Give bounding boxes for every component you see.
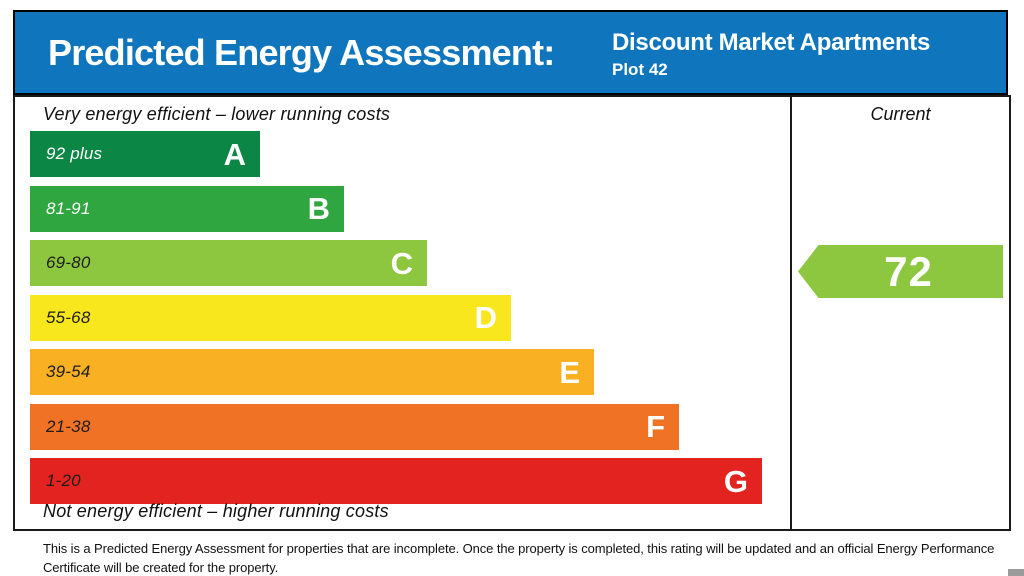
band-row-d: 55-68 D <box>30 294 511 341</box>
band-letter: D <box>474 300 497 335</box>
band-row-e: 39-54 E <box>30 349 594 395</box>
band-range-label: 69-80 <box>46 253 91 272</box>
band-row-a: 92 plus A <box>30 131 260 177</box>
footer-disclaimer: This is a Predicted Energy Assessment fo… <box>43 541 995 575</box>
band-row-b: 81-91 B <box>30 185 344 232</box>
band-letter: F <box>646 409 665 444</box>
band-letter: B <box>307 191 330 226</box>
bands-area: Very energy efficient – lower running co… <box>15 97 790 529</box>
bottom-caption: Not energy efficient – higher running co… <box>43 501 389 521</box>
band-row-g: 1-20 G <box>30 458 762 504</box>
band-letter: C <box>390 245 413 281</box>
band-letter: E <box>559 354 580 390</box>
property-plot: Plot 42 <box>612 60 668 79</box>
current-rating-value: 72 <box>884 247 933 295</box>
band-rows: 92 plus A 81-91 B 69-80 C 55-68 D 39-54 <box>30 131 762 513</box>
property-name: Discount Market Apartments <box>612 29 931 56</box>
current-rating-arrow: 72 <box>798 245 1003 298</box>
band-range-label: 92 plus <box>46 144 103 163</box>
top-caption: Very energy efficient – lower running co… <box>43 104 391 124</box>
property-info: Discount Market Apartments Plot 42 <box>612 29 930 80</box>
current-column-label: Current <box>870 104 931 124</box>
energy-rating-chart: Very energy efficient – lower running co… <box>13 95 1011 531</box>
page-title: Predicted Energy Assessment: <box>48 31 555 73</box>
band-range-label: 55-68 <box>46 307 91 327</box>
current-rating-column: Current 72 <box>790 97 1009 529</box>
band-letter: A <box>223 136 246 172</box>
header-banner: Predicted Energy Assessment: Discount Ma… <box>13 10 1008 95</box>
band-row-c: 69-80 C <box>30 240 427 286</box>
band-range-label: 1-20 <box>46 471 81 490</box>
band-range-label: 21-38 <box>46 416 91 436</box>
band-row-f: 21-38 F <box>30 403 679 450</box>
scrollbar-corner-fragment <box>1008 569 1024 576</box>
band-range-label: 81-91 <box>46 198 91 218</box>
band-letter: G <box>723 463 748 499</box>
band-range-label: 39-54 <box>46 362 91 381</box>
